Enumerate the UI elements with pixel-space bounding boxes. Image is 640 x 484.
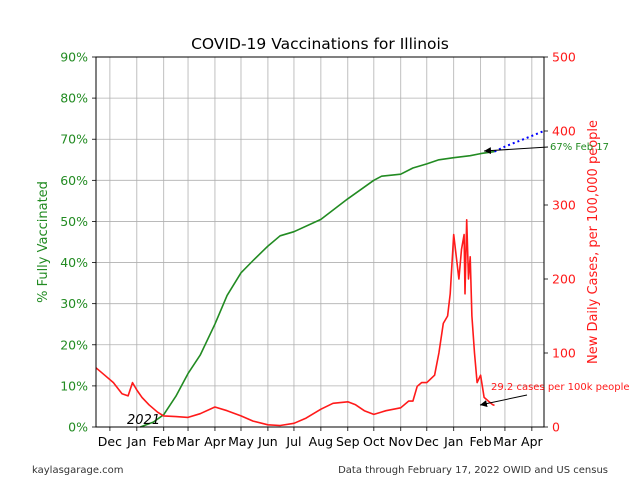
x-tick-label: Oct <box>363 434 385 449</box>
y-left-tick-label: 80% <box>60 91 88 106</box>
x-tick-label: Dec <box>415 434 439 449</box>
vaccinated-line <box>140 150 495 428</box>
plot-frame <box>95 56 545 428</box>
y-right-tick-label: 0 <box>552 420 560 435</box>
y-left-tick-label: 60% <box>60 173 88 188</box>
series-layer <box>95 130 545 428</box>
y-left-tick-label: 0% <box>68 420 88 435</box>
x-tick-label: Jul <box>285 434 301 449</box>
axes: Dec Jan Feb Mar Apr May Jun Jul Aug Sep Oct Nov Dec J… <box>60 50 576 450</box>
x-tick-label: Jan <box>126 434 146 449</box>
x-tick-label: Mar <box>176 434 200 449</box>
y-right-axis-label: New Daily Cases, per 100,000 people <box>586 120 601 364</box>
y-left-tick-label: 40% <box>60 255 88 270</box>
x-tick-label: Apr <box>521 434 543 449</box>
y-left-tick-label: 90% <box>60 50 88 65</box>
y-left-tick-label: 10% <box>60 378 88 393</box>
x-tick-label: Feb <box>153 434 175 449</box>
y-left-tick-label: 20% <box>60 337 88 352</box>
x-tick-label: Aug <box>309 434 333 449</box>
y-left-tick-label: 70% <box>60 132 88 147</box>
x-tick-label: Nov <box>389 434 414 449</box>
y-right-tick-label: 500 <box>552 50 576 65</box>
x-tick-label: Apr <box>204 434 226 449</box>
vaccinated-annotation-arrow <box>483 146 549 155</box>
annotations: 67% Feb 17 29.2 cases per 100k people 20… <box>127 142 630 428</box>
cases-annotation: 29.2 cases per 100k people <box>491 382 630 393</box>
vaccinated-projection-line <box>494 130 545 153</box>
y-right-tick-label: 300 <box>552 198 576 213</box>
vaccinated-annotation: 67% Feb 17 <box>550 142 609 153</box>
y-right-tick-label: 200 <box>552 272 576 287</box>
x-tick-label: Dec <box>98 434 122 449</box>
footer-note: Data through February 17, 2022 OWID and … <box>338 465 608 476</box>
y-right-tick-label: 100 <box>552 346 576 361</box>
y-left-tick-label: 50% <box>60 214 88 229</box>
y-left-axis-label: % Fully Vaccinated <box>36 181 51 303</box>
x-tick-label: May <box>228 434 254 449</box>
year-annotation: 2021 <box>127 413 160 428</box>
x-tick-label: Jun <box>257 434 278 449</box>
x-tick-label: Jan <box>443 434 463 449</box>
x-tick-label: Sep <box>336 434 360 449</box>
chart-title: COVID-19 Vaccinations for Illinois <box>191 35 449 53</box>
footer-source: kaylasgarage.com <box>32 465 124 476</box>
cases-annotation-arrow <box>479 394 528 407</box>
y-left-tick-label: 30% <box>60 296 88 311</box>
x-tick-label: Feb <box>470 434 492 449</box>
cases-line <box>95 219 495 427</box>
x-tick-label: Mar <box>493 434 517 449</box>
y-right-tick-label: 400 <box>552 124 576 139</box>
